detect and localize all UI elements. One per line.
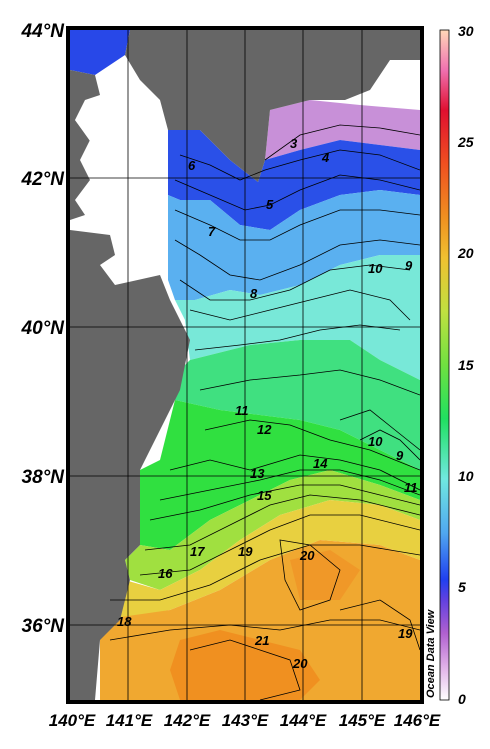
contour-label: 14 (313, 456, 328, 471)
contour-lines (109, 124, 420, 700)
land (70, 30, 420, 700)
contour-label: 19 (238, 544, 253, 559)
lat-label-42: 42°N (21, 169, 66, 190)
contour-label: 11 (235, 403, 249, 418)
contour-label: 10 (368, 434, 383, 449)
contour-label: 13 (250, 466, 265, 481)
contour-label: 19 (398, 626, 413, 641)
graticule (70, 30, 420, 700)
contour-label: 9 (405, 258, 413, 273)
colorbar (439, 29, 450, 701)
colorbar-tick-25: 25 (457, 134, 474, 150)
colorbar-tick-20: 20 (457, 245, 474, 261)
lat-label-40: 40°N (21, 318, 66, 339)
colorbar-tick-5: 5 (458, 579, 466, 595)
lon-label-146: 146°E (394, 711, 441, 730)
contour-label: 9 (396, 448, 404, 463)
contour-label: 17 (190, 544, 205, 559)
contour-label: 20 (292, 656, 308, 671)
contour-label: 4 (321, 150, 330, 165)
lon-label-140: 140°E (49, 711, 96, 730)
lat-label-36: 36°N (22, 616, 66, 637)
contour-label: 8 (250, 286, 258, 301)
lat-label-44: 44°N (21, 21, 66, 42)
lat-label-38: 38°N (22, 467, 66, 488)
lon-label-144: 144°E (280, 711, 327, 730)
contour-label: 10 (368, 261, 383, 276)
contour-label: 15 (257, 488, 272, 503)
contour-label: 11 (404, 480, 418, 495)
contour-label: 12 (257, 422, 272, 437)
contour-label: 6 (188, 158, 196, 173)
colorbar-tick-0: 0 (458, 691, 466, 707)
contour-label: 7 (208, 224, 216, 239)
contour-labels: 3 4 5 6 7 8 9 10 11 12 13 14 15 16 17 18… (117, 136, 418, 671)
ocean-data-view-watermark: Ocean Data View (425, 608, 437, 698)
contour-label: 20 (299, 548, 315, 563)
contour-label: 16 (158, 566, 173, 581)
contour-label: 21 (254, 633, 269, 648)
contour-label: 18 (117, 614, 132, 629)
lon-label-141: 141°E (106, 711, 153, 730)
colorbar-tick-15: 15 (458, 357, 474, 373)
contour-label: 3 (290, 136, 298, 151)
lon-label-145: 145°E (339, 711, 386, 730)
colorbar-tick-30: 30 (458, 23, 474, 39)
contour-label: 5 (266, 197, 274, 212)
colorbar-tick-10: 10 (458, 468, 474, 484)
lon-label-143: 143°E (222, 711, 269, 730)
lon-label-142: 142°E (164, 711, 211, 730)
